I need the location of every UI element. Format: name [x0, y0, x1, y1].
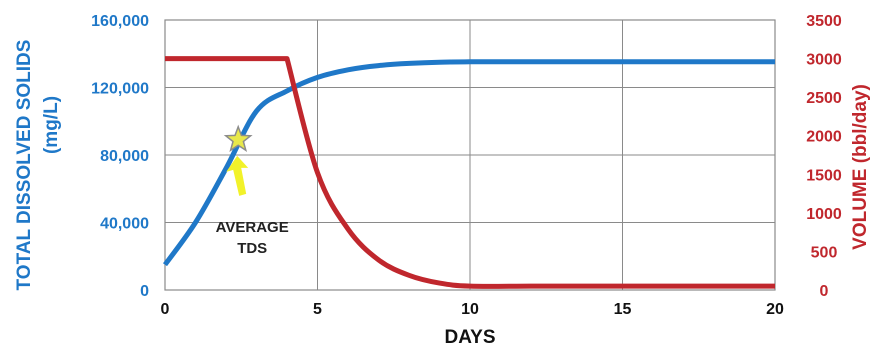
right-tick-label: 2500 — [806, 90, 842, 107]
x-tick-label: 20 — [766, 301, 784, 318]
x-tick-label: 5 — [313, 301, 322, 318]
right-tick-label: 3000 — [806, 52, 842, 69]
average-tds-annotation — [223, 124, 253, 196]
axis-tick-labels: 0 5 10 15 20 0 40,000 80,000 120,000 160,000 0 500 1… — [91, 13, 842, 318]
x-tick-label: 0 — [161, 301, 170, 318]
left-tick-label: 80,000 — [100, 148, 149, 165]
x-tick-label: 15 — [614, 301, 632, 318]
left-tick-label: 160,000 — [91, 13, 149, 30]
left-axis-unit: (mg/L) — [41, 96, 62, 154]
right-tick-label: 0 — [820, 283, 829, 300]
right-tick-label: 1500 — [806, 167, 842, 184]
annotation-label-line1: AVERAGE — [216, 219, 289, 236]
right-tick-label: 500 — [811, 244, 838, 261]
grid-lines — [164, 19, 776, 291]
volume-series-line — [165, 56, 775, 289]
left-axis-title: TOTAL DISSOLVED SOLIDS — [14, 40, 35, 291]
left-tick-label: 0 — [140, 283, 149, 300]
average-arrow-icon — [226, 155, 249, 196]
x-axis-title: DAYS — [444, 327, 495, 348]
left-tick-label: 120,000 — [91, 81, 149, 98]
right-axis-title: VOLUME (bbl/day) — [850, 84, 871, 250]
left-tick-label: 40,000 — [100, 216, 149, 233]
right-tick-label: 3500 — [806, 13, 842, 30]
average-star-icon — [223, 124, 253, 153]
annotation-label-line2: TDS — [237, 240, 267, 257]
right-tick-label: 2000 — [806, 129, 842, 146]
x-tick-label: 10 — [461, 301, 479, 318]
right-tick-label: 1000 — [806, 206, 842, 223]
